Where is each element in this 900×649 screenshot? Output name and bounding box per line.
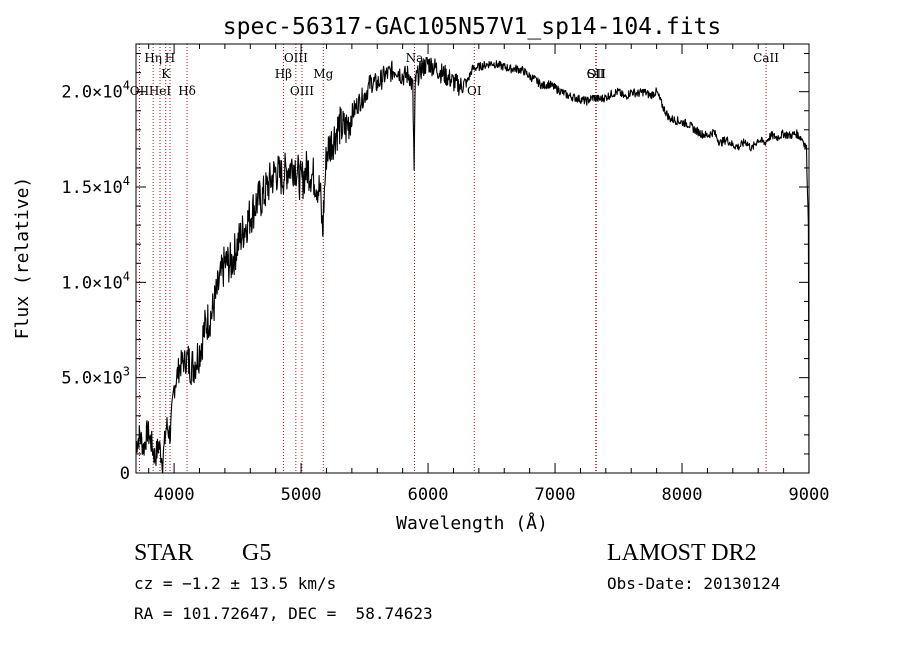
y-tick-mantissa-3: 1.5×10 <box>61 178 122 198</box>
line-label-12: OII <box>587 67 607 81</box>
line-label-7: Hβ <box>275 67 292 81</box>
x-tick-label-0: 4000 <box>154 485 195 505</box>
spectrum-series <box>135 57 810 474</box>
spectral-line-markers <box>138 44 767 473</box>
x-tick-label-3: 7000 <box>535 485 576 505</box>
y-tick-mantissa-2: 1.0×10 <box>61 273 122 293</box>
line-label-1: H <box>165 51 175 65</box>
y-tick-label-4: 2.0×104 <box>61 79 130 103</box>
observation-date: Obs-Date: 20130124 <box>607 574 781 593</box>
x-tick-label-2: 6000 <box>408 485 449 505</box>
y-tick-exponent-4: 4 <box>123 79 130 93</box>
line-label-4: HeI <box>149 84 172 98</box>
object-subclass: G5 <box>242 540 272 566</box>
y-axis-label: Flux (relative) <box>12 177 33 340</box>
survey-name: LAMOST DR2 <box>607 540 757 566</box>
line-label-6: OIII <box>284 51 308 65</box>
line-label-11: OI <box>467 84 482 98</box>
plot-frame <box>135 43 810 474</box>
chart-title: spec-56317-GAC105N57V1_sp14-104.fits <box>223 14 722 40</box>
y-tick-label-1: 5.0×103 <box>61 365 130 389</box>
line-label-0: Hη <box>144 51 162 65</box>
y-tick-exponent-1: 3 <box>123 365 130 379</box>
x-tick-label-4: 8000 <box>662 485 703 505</box>
axis-ticks: 4000 5000 6000 7000 8000 900005.0×1031.0×1041… <box>61 44 829 505</box>
line-label-8: OIII <box>290 84 314 98</box>
y-tick-label-3: 1.5×104 <box>61 174 130 198</box>
y-tick-exponent-3: 4 <box>123 174 130 188</box>
x-tick-label-1: 5000 <box>281 485 322 505</box>
line-label-14: CaII <box>753 51 779 65</box>
line-label-9: Mg <box>313 67 333 81</box>
y-tick-label-0: 0 <box>120 464 130 484</box>
x-axis-label: Wavelength (Å) <box>396 512 548 534</box>
line-label-10: Na <box>406 51 424 65</box>
y-tick-mantissa-4: 2.0×10 <box>61 83 122 103</box>
line-label-2: K <box>161 67 171 81</box>
spectrum-line <box>135 57 810 474</box>
line-label-3: OII <box>130 84 150 98</box>
object-class: STAR <box>134 540 194 566</box>
y-tick-mantissa-1: 5.0×10 <box>61 369 122 389</box>
coordinates: RA = 101.72647, DEC = 58.74623 <box>134 604 433 623</box>
line-label-13: SII <box>587 67 605 81</box>
x-tick-label-5: 9000 <box>789 485 830 505</box>
redshift-cz: cz = −1.2 ± 13.5 km/s <box>134 574 337 593</box>
y-tick-mantissa-0: 0 <box>120 464 130 484</box>
line-label-5: Hδ <box>178 84 196 98</box>
y-tick-exponent-2: 4 <box>123 269 130 283</box>
y-tick-label-2: 1.0×104 <box>61 269 130 293</box>
